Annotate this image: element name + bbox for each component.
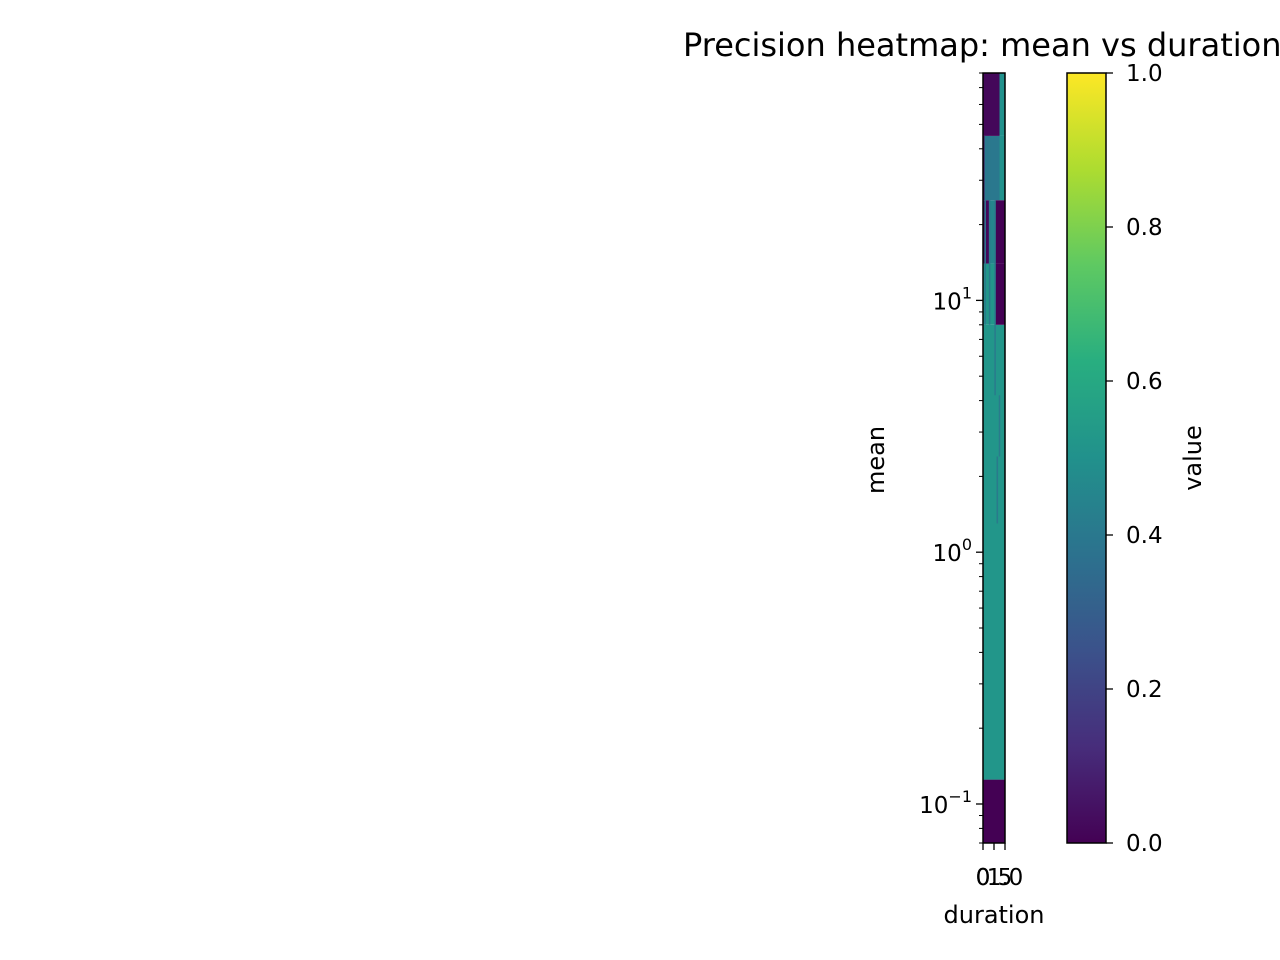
colorbar-tick-label-5: 1.0 [1126, 61, 1163, 87]
x-tick-label-1: 0.5 [976, 865, 1013, 891]
colorbar [1066, 72, 1107, 844]
heatmap-cell-10 [983, 73, 1000, 136]
y-axis-label: mean [862, 426, 890, 494]
heatmap-cells [983, 73, 1005, 843]
x-tick-label-2: 1.0 [987, 865, 1024, 891]
x-axis-label: duration [944, 901, 1045, 929]
y-tick-label-2: 101 [933, 283, 972, 315]
colorbar-tick-label-3: 0.6 [1126, 369, 1163, 395]
colorbar-tick-label-0: 0.0 [1126, 831, 1163, 857]
y-axis: 10−1 100 101 [919, 72, 983, 844]
x-tick-label-0: 0 [976, 865, 991, 891]
x-axis: 00.51.0 [976, 843, 1024, 891]
colorbar-tick-label-1: 0.2 [1126, 677, 1163, 703]
heatmap-cell-5 [989, 200, 996, 264]
heatmap-cell-4 [983, 200, 990, 264]
colorbar-tick-label-4: 0.8 [1126, 215, 1163, 241]
heatmap-cell-7 [983, 135, 986, 201]
heatmap-cell-6 [995, 200, 1005, 264]
y-tick-label-1: 100 [933, 535, 972, 567]
heatmap-cell-0 [983, 779, 1005, 843]
heatmap-cell-3 [995, 263, 1005, 325]
colorbar-label: value [1179, 425, 1207, 491]
heatmap-cell-8 [985, 135, 1000, 201]
y-tick-label-0: 10−1 [919, 787, 972, 819]
heatmap-contour-lines [984, 135, 1001, 524]
heatmap-cell-9 [999, 135, 1005, 201]
colorbar-axis: 0.0 0.2 0.4 0.6 0.8 1.0 [1106, 61, 1163, 857]
heatmap-cell-11 [999, 73, 1005, 136]
chart-title: Precision heatmap: mean vs duration [683, 26, 1280, 64]
heatmap-cell-1 [983, 324, 1005, 780]
colorbar-tick-label-2: 0.4 [1126, 523, 1163, 549]
